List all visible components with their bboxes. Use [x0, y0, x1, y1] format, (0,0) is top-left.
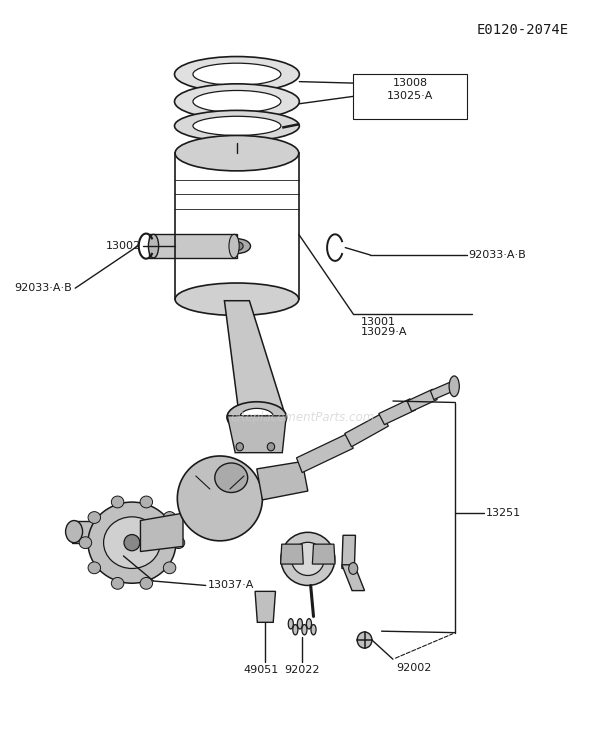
Ellipse shape	[223, 239, 251, 254]
Ellipse shape	[193, 116, 281, 136]
Polygon shape	[342, 536, 356, 568]
Ellipse shape	[163, 562, 176, 574]
Text: 92033·A·B: 92033·A·B	[15, 283, 73, 293]
Ellipse shape	[215, 463, 248, 492]
Ellipse shape	[178, 456, 263, 541]
Polygon shape	[342, 565, 365, 591]
Ellipse shape	[267, 442, 274, 451]
Text: 92002: 92002	[396, 663, 431, 673]
Ellipse shape	[175, 84, 299, 119]
Text: E0120-2074E: E0120-2074E	[477, 22, 569, 37]
Ellipse shape	[227, 402, 287, 433]
Polygon shape	[281, 544, 303, 564]
Ellipse shape	[193, 63, 281, 85]
Ellipse shape	[231, 242, 243, 251]
Ellipse shape	[149, 234, 159, 258]
Ellipse shape	[449, 376, 459, 397]
Ellipse shape	[175, 136, 299, 171]
Ellipse shape	[79, 537, 91, 548]
Ellipse shape	[357, 632, 372, 648]
Polygon shape	[379, 399, 415, 424]
Ellipse shape	[306, 618, 312, 629]
Ellipse shape	[349, 562, 358, 574]
Ellipse shape	[104, 517, 160, 568]
Polygon shape	[224, 301, 284, 411]
Ellipse shape	[281, 533, 335, 586]
Ellipse shape	[293, 624, 298, 635]
Ellipse shape	[175, 283, 299, 316]
Ellipse shape	[65, 521, 83, 542]
Text: 13037·A: 13037·A	[208, 580, 254, 590]
Ellipse shape	[112, 577, 124, 589]
Ellipse shape	[289, 618, 293, 629]
Ellipse shape	[175, 57, 299, 92]
Ellipse shape	[172, 537, 185, 548]
Text: 13029·A: 13029·A	[360, 327, 407, 337]
Polygon shape	[140, 513, 183, 551]
Ellipse shape	[88, 502, 176, 583]
Polygon shape	[430, 382, 454, 400]
Ellipse shape	[124, 535, 140, 551]
Ellipse shape	[88, 562, 100, 574]
Ellipse shape	[291, 542, 324, 575]
Ellipse shape	[311, 624, 316, 635]
Ellipse shape	[88, 512, 100, 524]
Ellipse shape	[175, 110, 299, 142]
Ellipse shape	[193, 90, 281, 113]
Text: 49051: 49051	[244, 665, 279, 674]
Polygon shape	[227, 416, 286, 453]
Text: 13251: 13251	[486, 508, 520, 518]
Text: 13002: 13002	[106, 241, 140, 251]
Polygon shape	[257, 462, 308, 500]
Ellipse shape	[297, 618, 303, 629]
Text: 13008: 13008	[392, 78, 428, 88]
Polygon shape	[345, 413, 388, 447]
Text: 92022: 92022	[284, 665, 320, 674]
Ellipse shape	[302, 624, 307, 635]
Polygon shape	[73, 521, 140, 542]
Polygon shape	[312, 544, 335, 564]
Text: eReplacementParts.com: eReplacementParts.com	[230, 411, 374, 424]
Ellipse shape	[140, 496, 153, 508]
Ellipse shape	[240, 408, 274, 426]
Bar	[149, 234, 237, 258]
Ellipse shape	[236, 442, 244, 451]
Ellipse shape	[163, 512, 176, 524]
Ellipse shape	[112, 496, 124, 508]
Ellipse shape	[229, 234, 239, 258]
Text: 13001: 13001	[360, 317, 395, 327]
Polygon shape	[297, 433, 353, 472]
Polygon shape	[255, 592, 276, 622]
Text: 92033·A·B: 92033·A·B	[468, 250, 526, 260]
Text: 13025·A: 13025·A	[387, 91, 433, 101]
Polygon shape	[407, 389, 437, 411]
Ellipse shape	[140, 577, 153, 589]
Bar	[353, 74, 467, 119]
